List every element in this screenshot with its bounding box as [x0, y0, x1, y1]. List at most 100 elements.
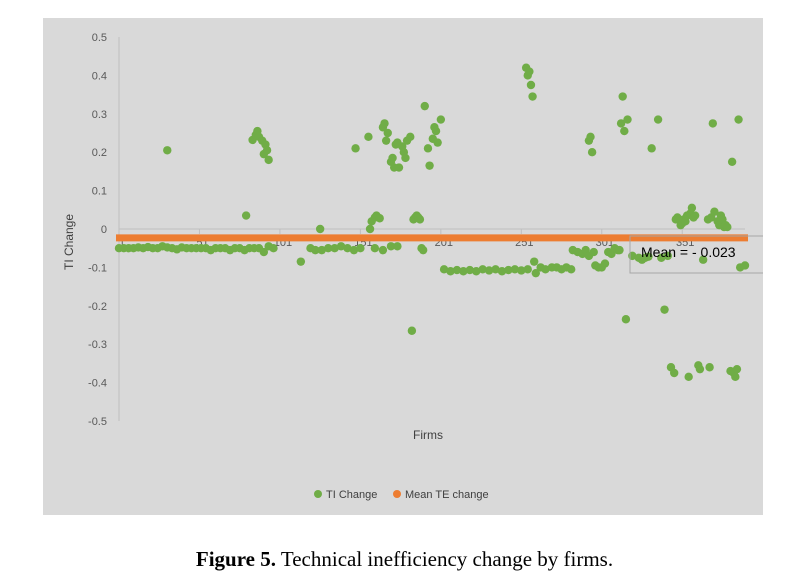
- ti-change-point: [647, 144, 656, 153]
- ti-change-point: [523, 265, 532, 274]
- y-tick-label: -0.2: [88, 301, 107, 313]
- y-tick-label: -0.3: [88, 339, 107, 351]
- ti-change-point: [465, 265, 475, 275]
- ti-change-point: [380, 119, 389, 128]
- y-tick-label: -0.4: [88, 378, 107, 390]
- ti-change-point: [491, 265, 500, 274]
- ti-change-point: [330, 244, 339, 253]
- ti-change-point: [615, 245, 624, 255]
- figure-caption: Figure 5. Technical inefficiency change …: [0, 547, 809, 572]
- ti-change-point: [621, 315, 631, 324]
- ti-change-point: [708, 119, 718, 128]
- legend-label: Mean TE change: [405, 489, 489, 501]
- mean-annotation-box: [629, 235, 763, 274]
- ti-change-point: [616, 119, 626, 128]
- chart-svg: 0.50.40.30.20.10-0.1-0.2-0.3-0.4-0.5 1 51…: [62, 32, 763, 501]
- ti-change-point: [517, 266, 526, 275]
- y-axis: 0.5 0.4 0.3 0.2 0.1 0 -0.1 -0.2 -0.3 -0.4 -0.5: [88, 32, 120, 428]
- ti-change-point: [653, 115, 663, 124]
- ti-change-point: [356, 244, 365, 253]
- ti-change-point: [723, 222, 732, 232]
- ti-change-point: [531, 268, 540, 278]
- ti-change-point: [657, 253, 666, 262]
- y-tick-label: 0.1: [92, 186, 107, 198]
- ti-change-point: [586, 132, 595, 142]
- ti-change-point: [525, 67, 534, 76]
- ti-change-point: [541, 265, 550, 274]
- ti-change-point: [370, 244, 380, 253]
- ti-change-point: [510, 265, 520, 274]
- ti-change-point: [343, 244, 352, 253]
- ti-change-point: [259, 247, 269, 257]
- ti-change-point: [420, 101, 429, 111]
- ti-change-point: [317, 245, 326, 255]
- y-axis-title: TI Change: [62, 214, 76, 270]
- ti-change-point: [459, 267, 468, 276]
- caption-label: Figure 5.: [195, 547, 276, 571]
- ti-change-point: [446, 267, 455, 276]
- ti-change-point: [296, 257, 306, 266]
- ti-change-point: [324, 244, 333, 253]
- ti-change-point: [620, 126, 629, 136]
- legend: TI Change Mean TE change: [314, 489, 489, 501]
- ti-change-point: [698, 255, 708, 264]
- ti-change-point: [378, 245, 388, 255]
- ti-change-point: [567, 265, 576, 274]
- ti-change-point: [484, 266, 494, 275]
- y-tick-label: 0.2: [92, 147, 107, 159]
- ti-change-point: [589, 247, 598, 257]
- ti-change-point: [497, 267, 507, 276]
- ti-change-point: [623, 115, 632, 124]
- ti-change-point: [163, 146, 172, 155]
- ti-change-point: [401, 153, 410, 163]
- ti-change-point: [732, 364, 742, 374]
- ti-change-point: [241, 211, 251, 220]
- ti-change-point: [351, 144, 360, 153]
- ti-change-point: [727, 157, 737, 166]
- y-tick-label: 0.4: [92, 70, 107, 82]
- ti-change-point: [740, 261, 750, 270]
- ti-change-point: [734, 115, 743, 124]
- ti-change-point: [388, 153, 397, 163]
- ti-change-point: [311, 245, 320, 255]
- y-tick-label: -0.1: [88, 262, 107, 274]
- ti-change-point: [731, 372, 740, 382]
- ti-change-point: [364, 132, 373, 142]
- ti-change-point: [425, 161, 434, 170]
- ti-change-point: [262, 146, 272, 155]
- ti-change-point: [349, 245, 359, 255]
- ti-change-point: [386, 242, 396, 251]
- y-tick-label: 0.5: [92, 32, 107, 44]
- ti-change-point: [472, 267, 481, 276]
- ti-change-point: [669, 368, 679, 378]
- ti-change-point: [269, 244, 278, 253]
- legend-label: TI Change: [326, 489, 377, 501]
- ti-change-point: [529, 257, 539, 266]
- ti-change-point: [478, 265, 487, 274]
- ti-change-point: [710, 207, 719, 216]
- chart-area: 0.5 0.4 0.3 0.2 0.1 0 -0.1 -0.2 -0.3 -0.4 -0.5 1 51…: [43, 18, 763, 515]
- ti-change-point: [415, 215, 425, 224]
- ti-change-point: [431, 126, 441, 136]
- caption-text: Technical inefficiency change by firms.: [275, 547, 614, 571]
- ti-change-point: [439, 265, 449, 274]
- legend-marker: [393, 490, 401, 498]
- mean-annotation-text: Mean = - 0.023: [641, 244, 736, 260]
- ti-change-point: [381, 136, 391, 145]
- ti-change-point: [504, 265, 513, 275]
- x-tick-label: 1: [119, 237, 125, 249]
- ti-change-point: [687, 203, 697, 213]
- y-tick-label: 0.3: [92, 109, 107, 121]
- ti-change-point: [375, 214, 384, 223]
- ti-change-point: [452, 265, 462, 275]
- legend-marker: [314, 490, 322, 498]
- ti-change-point: [673, 213, 682, 222]
- ti-change-point: [600, 259, 610, 268]
- ti-change-point: [528, 92, 537, 101]
- ti-change-point: [433, 138, 442, 147]
- ti-change-point: [660, 305, 669, 314]
- ti-change-point: [365, 224, 375, 234]
- ti-change-point: [418, 245, 428, 255]
- series-layer: [114, 63, 750, 382]
- ti-change-point: [393, 242, 402, 251]
